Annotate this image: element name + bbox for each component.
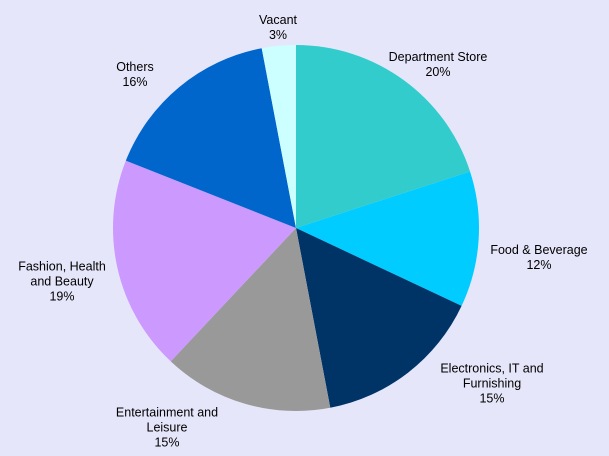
slice-label: Entertainment and Leisure 15%: [107, 406, 227, 451]
slice-label: Department Store 20%: [368, 50, 508, 80]
pie-slice: [125, 48, 296, 229]
pie-slice: [170, 228, 331, 411]
value-label: 19%: [49, 289, 75, 304]
category-label: Fashion, Health and Beauty: [18, 259, 106, 289]
slice-label: Food & Beverage 12%: [474, 243, 604, 273]
pie-slice: [296, 171, 479, 306]
value-label: 3%: [268, 28, 288, 42]
slice-label: Vacant 3%: [248, 13, 308, 43]
pie-slice: [113, 160, 297, 362]
pie-slice: [296, 228, 462, 408]
category-label: Department Store: [388, 50, 488, 64]
slice-label: Others 16%: [105, 60, 165, 90]
value-label: 12%: [526, 258, 552, 272]
slice-label: Fashion, Health and Beauty 19%: [12, 260, 112, 305]
slice-label: Electronics, IT and Furnishing 15%: [432, 362, 552, 407]
category-label: Food & Beverage: [490, 243, 588, 257]
pie-slice: [296, 45, 471, 228]
value-label: 15%: [479, 391, 505, 406]
pie-slice: [261, 45, 296, 228]
category-label: Electronics, IT and Furnishing: [440, 361, 544, 391]
category-label: Vacant: [259, 13, 297, 27]
value-label: 15%: [154, 435, 180, 450]
category-label: Entertainment and Leisure: [115, 405, 219, 435]
value-label: 16%: [122, 75, 148, 89]
category-label: Others: [116, 60, 154, 74]
value-label: 20%: [425, 65, 451, 79]
